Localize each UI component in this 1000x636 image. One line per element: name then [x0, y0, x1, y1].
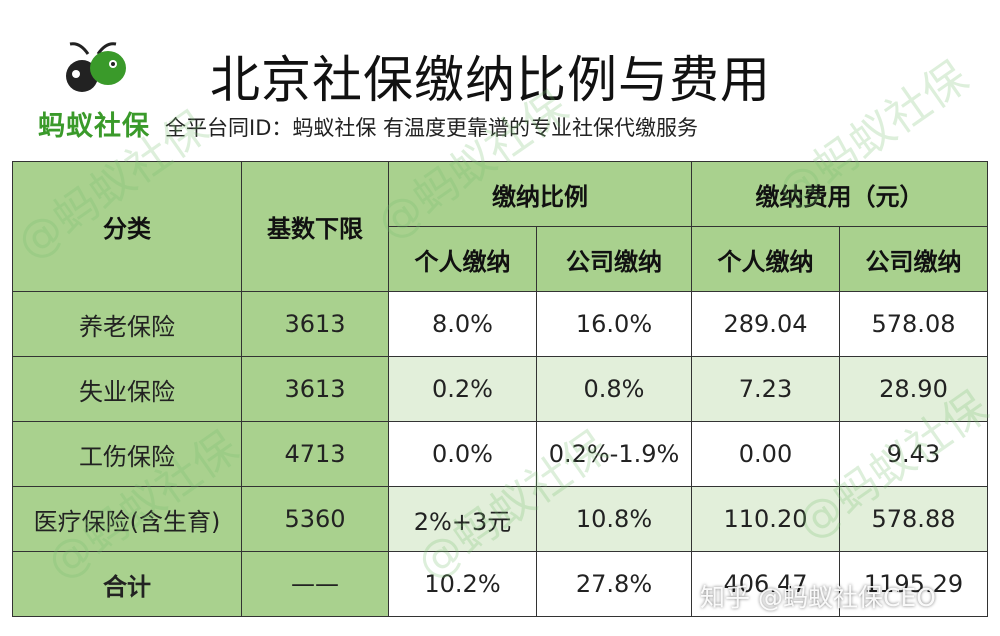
row-fee-company: 28.90 — [839, 356, 988, 422]
table-row: 养老保险 3613 8.0% 16.0% 289.04 578.08 — [12, 291, 988, 357]
row-fee-personal: 289.04 — [691, 291, 840, 357]
header-ratio-personal: 个人缴纳 — [388, 226, 537, 292]
ant-logo-icon — [66, 42, 126, 92]
header-fee-company: 公司缴纳 — [839, 226, 988, 292]
row-base: 5360 — [241, 486, 389, 552]
total-ratio-company: 27.8% — [536, 551, 692, 617]
row-ratio-personal: 0.2% — [388, 356, 537, 422]
table-row: 失业保险 3613 0.2% 0.8% 7.23 28.90 — [12, 356, 988, 422]
row-ratio-company: 0.8% — [536, 356, 692, 422]
table-row: 医疗保险(含生育) 5360 2%+3元 10.8% 110.20 578.88 — [12, 486, 988, 552]
total-fee-personal: 406.47 — [691, 551, 840, 617]
header-row-2: 个人缴纳 公司缴纳 个人缴纳 公司缴纳 — [13, 226, 988, 292]
total-base: —— — [241, 551, 389, 617]
page-subtitle: 全平台同ID：蚂蚁社保 有温度更靠谱的专业社保代缴服务 — [165, 116, 699, 140]
header: 蚂蚁社保 北京社保缴纳比例与费用 全平台同ID：蚂蚁社保 有温度更靠谱的专业社保… — [0, 0, 1000, 160]
header-fee-personal: 个人缴纳 — [691, 226, 840, 292]
row-ratio-company: 16.0% — [536, 291, 692, 357]
header-ratio-company: 公司缴纳 — [536, 226, 692, 292]
row-ratio-personal: 2%+3元 — [388, 486, 537, 552]
header-ratio-group: 缴纳比例 — [388, 161, 692, 227]
row-fee-company: 578.08 — [839, 291, 988, 357]
row-category: 养老保险 — [12, 291, 242, 357]
total-category: 合计 — [12, 551, 242, 617]
row-base: 4713 — [241, 421, 389, 487]
row-category: 医疗保险(含生育) — [12, 486, 242, 552]
page-title: 北京社保缴纳比例与费用 — [210, 51, 771, 109]
row-category: 失业保险 — [12, 356, 242, 422]
row-base: 3613 — [241, 356, 389, 422]
row-ratio-personal: 8.0% — [388, 291, 537, 357]
total-ratio-personal: 10.2% — [388, 551, 537, 617]
brand-name: 蚂蚁社保 — [38, 111, 150, 142]
zhihu-credit: 知乎 @蚂蚁社保CEO — [700, 583, 936, 612]
insurance-table-wrapper: 分类 基数下限 缴纳比例 缴纳费用（元） 个人缴纳 公司缴纳 个人缴纳 公司缴纳… — [12, 161, 988, 617]
table-row: 工伤保险 4713 0.0% 0.2%-1.9% 0.00 9.43 — [12, 421, 988, 487]
header-category: 分类 — [12, 161, 242, 292]
row-fee-personal: 110.20 — [691, 486, 840, 552]
row-ratio-company: 10.8% — [536, 486, 692, 552]
row-ratio-personal: 0.0% — [388, 421, 537, 487]
header-fee-group: 缴纳费用（元） — [691, 161, 988, 227]
total-row: 合计 —— 10.2% 27.8% 406.47 1195.29 — [12, 551, 988, 617]
header-base: 基数下限 — [241, 161, 389, 292]
row-fee-company: 578.88 — [839, 486, 988, 552]
row-fee-company: 9.43 — [839, 421, 988, 487]
row-fee-personal: 0.00 — [691, 421, 840, 487]
total-fee-company: 1195.29 — [839, 551, 988, 617]
row-ratio-company: 0.2%-1.9% — [536, 421, 692, 487]
row-category: 工伤保险 — [12, 421, 242, 487]
header-row-1: 分类 基数下限 缴纳比例 缴纳费用（元） — [12, 161, 988, 292]
insurance-table: 分类 基数下限 缴纳比例 缴纳费用（元） 个人缴纳 公司缴纳 个人缴纳 公司缴纳… — [12, 161, 988, 617]
row-base: 3613 — [241, 291, 389, 357]
row-fee-personal: 7.23 — [691, 356, 840, 422]
